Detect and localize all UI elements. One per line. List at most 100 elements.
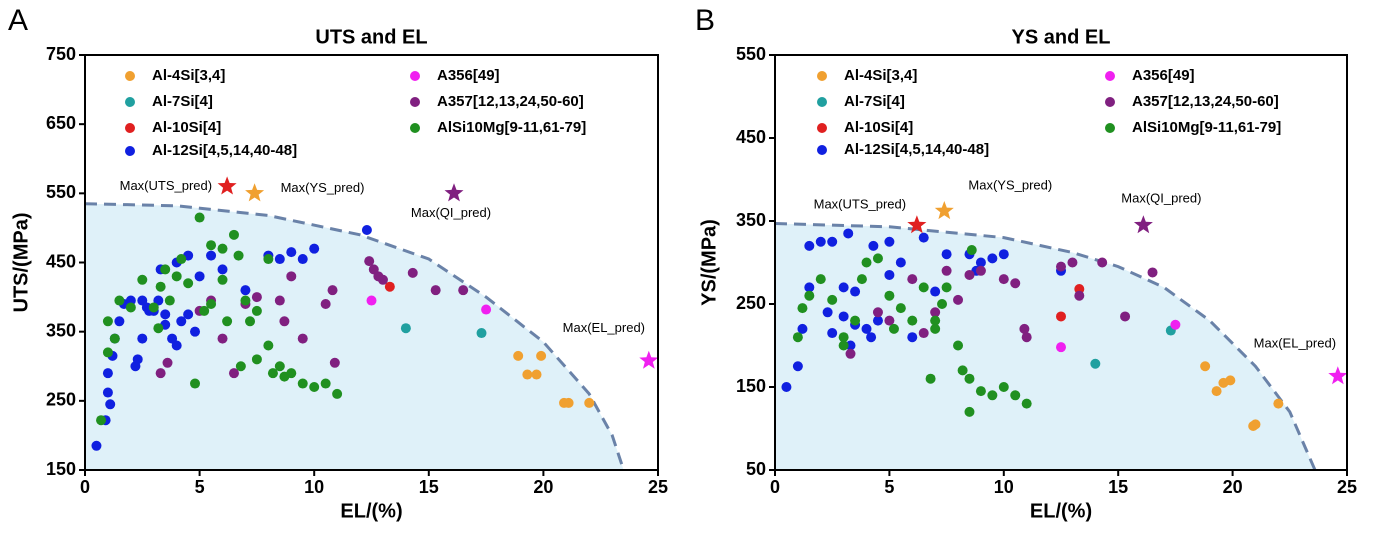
data-point — [815, 274, 826, 285]
y-tick-label: 50 — [746, 459, 766, 479]
data-point — [155, 281, 166, 292]
data-point — [1021, 332, 1032, 343]
data-point — [792, 332, 803, 343]
x-tick-label: 20 — [533, 477, 553, 497]
star-label: Max(EL_pred) — [563, 320, 645, 335]
data-point — [190, 326, 201, 337]
data-point — [925, 373, 936, 384]
y-tick-label: 550 — [736, 44, 766, 64]
data-point — [162, 357, 173, 368]
legend-marker — [125, 146, 135, 156]
data-point — [838, 340, 849, 351]
panel-letter: B — [695, 4, 715, 37]
data-point — [872, 307, 883, 318]
panel-title: UTS and EL — [315, 26, 427, 48]
data-point — [563, 397, 574, 408]
data-point — [966, 245, 977, 256]
data-point — [274, 295, 285, 306]
data-point — [251, 354, 262, 365]
data-point — [918, 232, 929, 243]
data-point — [941, 249, 952, 260]
data-point — [407, 267, 418, 278]
star-label: Max(YS_pred) — [968, 177, 1052, 192]
data-point — [240, 285, 251, 296]
data-point — [797, 303, 808, 314]
data-point — [274, 254, 285, 265]
data-point — [536, 350, 547, 361]
legend-label: Al-10Si[4] — [152, 119, 221, 136]
data-point — [297, 254, 308, 265]
x-axis-label: EL/(%) — [340, 500, 402, 522]
data-point — [937, 299, 948, 309]
data-point — [522, 369, 533, 380]
star-marker — [245, 183, 265, 202]
data-point — [153, 323, 164, 334]
data-point — [233, 250, 244, 261]
star-label: Max(QI_pred) — [411, 205, 491, 220]
y-tick-label: 150 — [736, 376, 766, 396]
data-point — [975, 386, 986, 397]
data-point — [987, 390, 998, 401]
data-point — [458, 285, 469, 296]
plot-frame — [774, 54, 1348, 471]
data-point — [998, 249, 1009, 260]
data-point — [827, 328, 838, 339]
y-tick-label: 450 — [46, 251, 76, 271]
star-marker — [907, 215, 927, 234]
data-point — [366, 295, 377, 306]
data-point — [884, 315, 895, 326]
data-point — [320, 299, 331, 309]
star-marker — [444, 183, 464, 202]
data-point — [953, 294, 964, 305]
data-point — [850, 286, 861, 297]
x-tick-label: 0 — [80, 477, 90, 497]
data-point — [804, 282, 815, 293]
data-point — [866, 332, 877, 343]
data-point — [137, 274, 148, 285]
y-tick-label: 150 — [46, 459, 76, 479]
data-point — [102, 387, 113, 398]
data-point — [297, 333, 308, 344]
legend-label: A356[49] — [1132, 67, 1195, 84]
data-point — [217, 264, 228, 275]
legend-label: A357[12,13,24,50-60] — [437, 93, 584, 110]
data-point — [1200, 361, 1211, 372]
data-point — [838, 282, 849, 293]
data-point — [309, 382, 320, 392]
data-point — [286, 247, 297, 258]
data-point — [400, 323, 411, 334]
panel-title: YS and EL — [1012, 26, 1111, 48]
data-point — [309, 243, 320, 254]
data-point — [160, 309, 171, 320]
data-point — [531, 369, 542, 380]
data-point — [1250, 419, 1261, 430]
data-point — [797, 323, 808, 334]
data-point — [1273, 398, 1284, 409]
data-point — [861, 257, 872, 268]
data-point — [279, 316, 290, 327]
data-point — [228, 229, 239, 240]
x-tick-label: 10 — [304, 477, 324, 497]
data-point — [240, 295, 251, 306]
x-tick-label: 25 — [648, 477, 668, 497]
data-point — [884, 290, 895, 301]
star-marker — [639, 350, 659, 369]
data-point — [384, 281, 395, 292]
data-point — [792, 361, 803, 372]
data-point — [114, 316, 125, 327]
x-tick-label: 20 — [1223, 477, 1243, 497]
data-point — [1147, 267, 1158, 278]
x-axis-label: EL/(%) — [1030, 500, 1092, 522]
data-point — [941, 282, 952, 293]
data-point — [975, 265, 986, 276]
data-point — [872, 315, 883, 326]
data-point — [164, 295, 175, 306]
data-point — [481, 304, 492, 315]
data-point — [815, 236, 826, 247]
legend-marker — [410, 123, 420, 133]
data-point — [895, 303, 906, 314]
star-marker — [934, 201, 954, 220]
data-point — [176, 254, 187, 265]
data-point — [1090, 358, 1101, 369]
star-label: Max(EL_pred) — [1254, 336, 1336, 351]
